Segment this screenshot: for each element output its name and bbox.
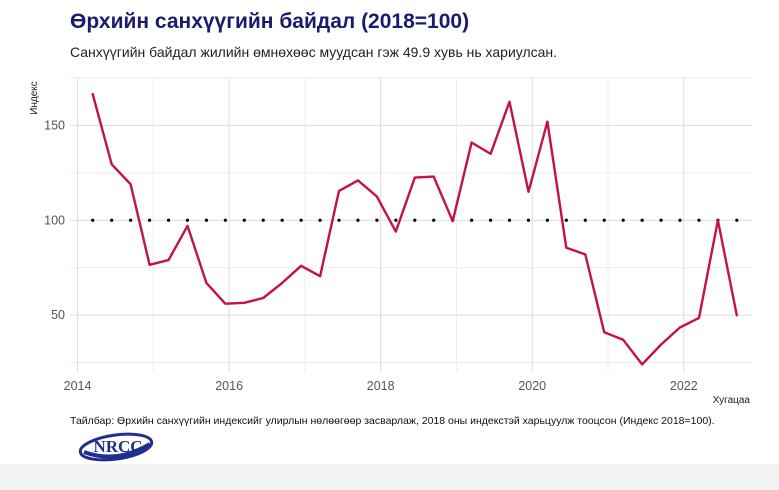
y-tick-label: 150	[44, 118, 65, 132]
reference-point	[564, 218, 568, 222]
reference-point	[545, 218, 550, 222]
reference-point	[356, 218, 360, 222]
reference-point	[261, 218, 265, 222]
reference-point	[394, 218, 398, 222]
reference-point	[299, 218, 303, 222]
x-axis-title: Хугацаа	[713, 395, 751, 406]
reference-point	[129, 218, 133, 222]
footer-band	[0, 464, 779, 490]
reference-point	[185, 218, 190, 222]
reference-point	[583, 218, 587, 222]
reference-point	[697, 218, 701, 222]
reference-point	[375, 218, 379, 222]
reference-point	[507, 218, 512, 222]
reference-point	[526, 218, 531, 222]
series-line	[91, 92, 738, 366]
line-chart: 2014 2016 2018 2020 2022 50 100 150 Хугацаа Индек…	[29, 77, 752, 406]
grid-lines	[70, 77, 752, 372]
reference-point	[432, 218, 436, 222]
nrcc-logo: NRCC	[78, 432, 154, 462]
x-tick-label: 2016	[215, 379, 243, 393]
reference-point	[488, 218, 493, 222]
series-index	[91, 92, 738, 366]
logo-text: NRCC	[93, 437, 142, 456]
chart-subtitle: Санхүүгийн байдал жилийн өмнөхөөс муудса…	[70, 44, 558, 60]
y-tick-label: 100	[44, 213, 65, 227]
x-tick-label: 2022	[670, 379, 698, 393]
reference-point	[621, 218, 625, 222]
x-tick-label: 2018	[367, 379, 395, 393]
reference-point	[110, 218, 114, 222]
reference-point	[640, 218, 644, 222]
y-tick-label: 50	[51, 308, 65, 322]
reference-point	[91, 218, 95, 222]
reference-point	[413, 218, 417, 222]
reference-point	[280, 218, 284, 222]
reference-point	[602, 218, 606, 222]
reference-point	[678, 218, 682, 222]
y-axis-title: Индекс	[29, 81, 40, 115]
reference-point	[337, 218, 341, 222]
reference-point	[470, 218, 474, 222]
axes: 2014 2016 2018 2020 2022 50 100 150 Хугацаа Индек…	[29, 81, 750, 406]
reference-point	[147, 218, 152, 222]
x-tick-label: 2014	[64, 379, 92, 393]
reference-point	[204, 218, 208, 222]
reference-point	[735, 218, 739, 222]
reference-point	[659, 218, 663, 222]
reference-point	[318, 218, 322, 222]
x-tick-label: 2020	[518, 379, 546, 393]
reference-line	[91, 218, 739, 222]
reference-point	[223, 218, 227, 222]
footnote: Тайлбар: Өрхийн санхүүгийн индексийг ули…	[70, 415, 715, 427]
reference-point	[242, 218, 246, 222]
chart-title: Өрхийн санхүүгийн байдал (2018=100)	[70, 10, 470, 33]
reference-point	[166, 218, 171, 222]
